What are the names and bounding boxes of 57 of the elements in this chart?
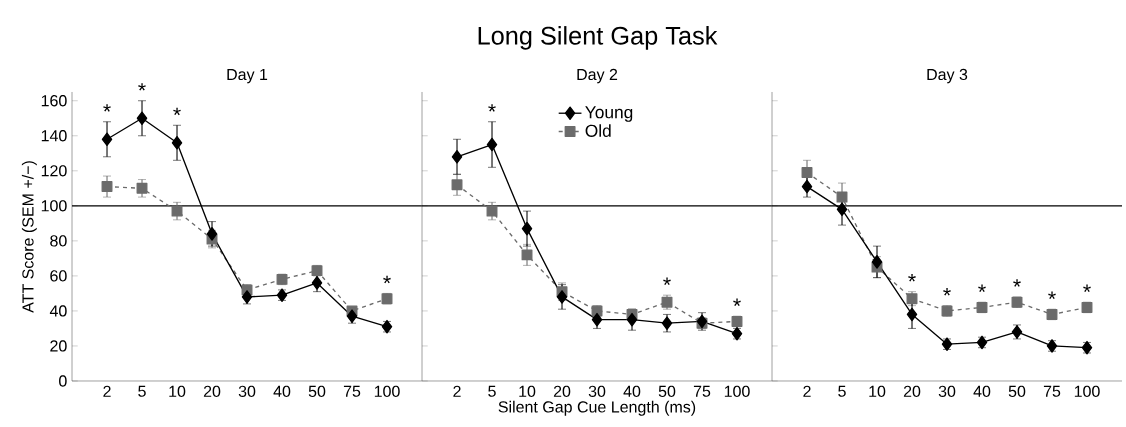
- x-tick-label: 50: [308, 385, 326, 398]
- x-axis-title: Silent Gap Cue Length (ms): [498, 400, 696, 416]
- legend-label: Young: [585, 106, 633, 122]
- x-tick-label: 40: [273, 385, 291, 398]
- annotation: *: [1013, 279, 1021, 287]
- chart-title: Day 1: [227, 68, 268, 84]
- y-tick-label: 120: [41, 165, 67, 177]
- y-tick-label: 160: [41, 95, 67, 107]
- y-axis-title: ATT Score (SEM +/−): [21, 161, 37, 313]
- y-tick-label: 140: [41, 130, 67, 142]
- x-tick-label: 2: [803, 385, 811, 397]
- x-tick-label: 40: [623, 385, 641, 398]
- text: Long Silent Gap Task: [478, 26, 718, 50]
- annotation: *: [943, 288, 951, 296]
- x-tick-label: 100: [724, 385, 750, 398]
- x-tick-label: 20: [903, 385, 921, 398]
- y-tick-label: 60: [50, 270, 67, 282]
- chart-title: Day 3: [927, 68, 968, 84]
- x-tick-label: 20: [203, 385, 221, 398]
- x-tick-label: 30: [238, 385, 256, 398]
- annotation: *: [173, 107, 181, 116]
- x-tick-label: 10: [869, 385, 886, 398]
- annotation: *: [103, 104, 111, 112]
- x-tick-label: 100: [1074, 385, 1100, 398]
- y-tick-label: 80: [50, 235, 67, 247]
- x-tick-label: 75: [693, 385, 711, 397]
- y-tick-label: 20: [50, 340, 67, 352]
- annotation: *: [663, 277, 671, 286]
- y-tick-label: 0: [59, 375, 67, 387]
- chart-title: Day 2: [577, 68, 618, 84]
- x-tick-label: 30: [588, 385, 606, 398]
- x-tick-label: 2: [453, 385, 461, 397]
- annotation: *: [908, 274, 916, 282]
- annotation: *: [733, 298, 741, 307]
- x-tick-label: 75: [343, 385, 361, 397]
- x-tick-label: 20: [553, 385, 571, 398]
- annotation: *: [978, 284, 986, 293]
- annotation: *: [383, 275, 391, 284]
- x-tick-label: 40: [973, 385, 991, 398]
- annotation: *: [488, 104, 496, 112]
- x-tick-label: 10: [519, 385, 536, 398]
- x-tick-label: 50: [1008, 385, 1026, 398]
- x-tick-label: 2: [103, 385, 111, 397]
- x-tick-label: 100: [374, 385, 400, 398]
- y-tick-label: 100: [41, 200, 67, 212]
- x-tick-label: 30: [938, 385, 956, 398]
- y-tick-label: 40: [49, 305, 67, 317]
- annotation: *: [1048, 291, 1056, 300]
- x-tick-label: 75: [1043, 385, 1061, 397]
- legend-label: Old: [585, 124, 611, 137]
- annotation: *: [138, 83, 146, 91]
- x-tick-label: 10: [169, 385, 186, 398]
- annotation: *: [1083, 284, 1091, 293]
- x-tick-label: 5: [838, 385, 846, 397]
- x-tick-label: 5: [138, 385, 146, 397]
- x-tick-label: 5: [488, 385, 496, 397]
- x-tick-label: 50: [658, 385, 676, 398]
